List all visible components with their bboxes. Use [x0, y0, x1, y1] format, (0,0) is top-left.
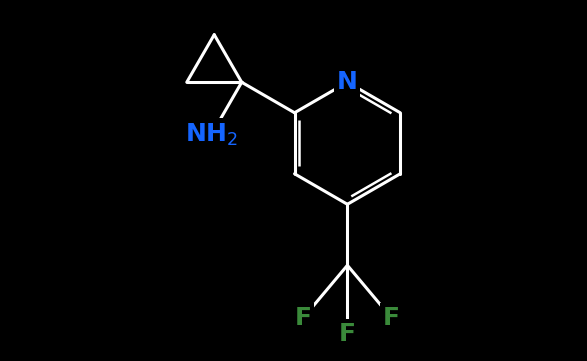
Text: F: F: [339, 322, 356, 345]
Text: NH$_2$: NH$_2$: [185, 122, 238, 148]
Text: N: N: [337, 70, 358, 94]
Text: F: F: [295, 306, 312, 330]
Text: F: F: [383, 306, 400, 330]
